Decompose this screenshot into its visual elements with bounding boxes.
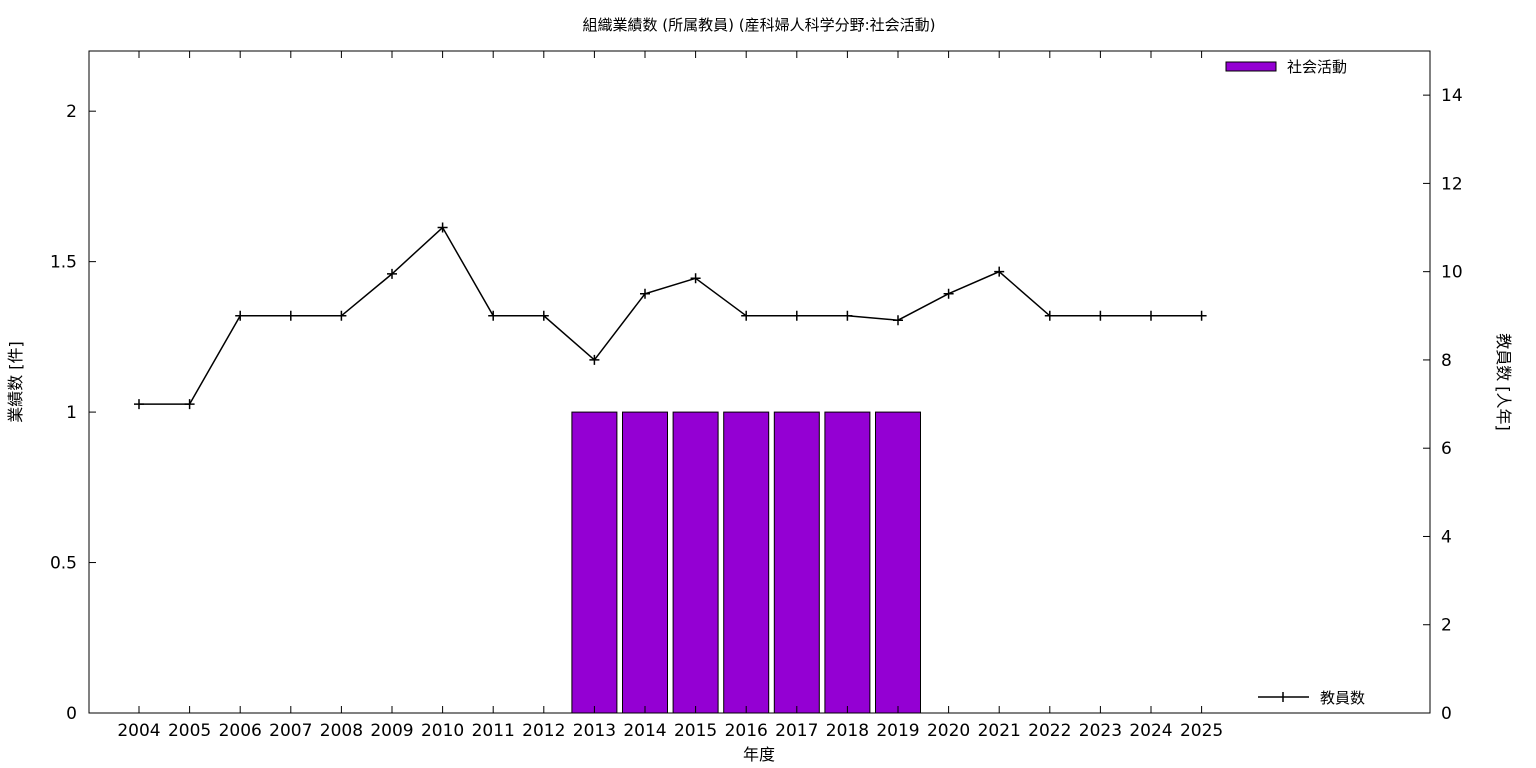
point-2007 (285, 310, 296, 321)
y2-tick-label-3: 6 (1441, 439, 1452, 459)
x-tick-label-2007: 2007 (269, 721, 312, 741)
x-tick-label-2010: 2010 (421, 721, 464, 741)
point-2013 (589, 354, 600, 365)
x-tick-label-2016: 2016 (725, 721, 768, 741)
x-tick-label-2017: 2017 (775, 721, 818, 741)
x-tick-label-2018: 2018 (826, 721, 869, 741)
point-2024 (1146, 310, 1156, 321)
bar-2017 (773, 411, 820, 714)
plot-frame (88, 50, 1431, 714)
point-2019 (893, 315, 903, 326)
x-tick-label-2009: 2009 (370, 721, 413, 741)
bar-2016 (723, 411, 770, 714)
y-tick-label-3: 1.5 (50, 253, 77, 273)
bar-2013 (571, 411, 618, 714)
x-tick-label-2011: 2011 (472, 721, 515, 741)
x-tick-label-2022: 2022 (1028, 721, 1071, 741)
line-teachers (139, 226, 1202, 405)
x-tick-label-2024: 2024 (1129, 721, 1172, 741)
point-2014 (640, 288, 650, 299)
legend-item-line: 教員数 (1258, 689, 1365, 707)
x-tick-label-2012: 2012 (522, 721, 565, 741)
y2-tick-label-2: 4 (1441, 527, 1452, 547)
y2-tick-label-6: 12 (1441, 174, 1463, 194)
point-2022 (1044, 310, 1055, 321)
point-2005 (184, 399, 195, 410)
point-2008 (336, 310, 347, 321)
y-tick-label-0: 0 (66, 704, 77, 724)
x-tick-label-2021: 2021 (978, 721, 1021, 741)
x-axis-label: 年度 (743, 745, 775, 764)
bar-2018 (824, 411, 871, 714)
point-2010 (437, 222, 448, 233)
legend-item-bar: 社会活動 (1225, 58, 1347, 76)
bar-2015 (672, 411, 719, 714)
y-axis-label: 業績数 [件] (6, 341, 25, 423)
y-tick-label-4: 2 (66, 102, 77, 122)
legend-bar-label: 社会活動 (1287, 58, 1347, 76)
point-2011 (488, 310, 499, 321)
y2-tick-label-7: 14 (1441, 86, 1463, 106)
legend-line-label: 教員数 (1320, 689, 1365, 707)
point-2021 (994, 266, 1005, 277)
axes: 2004 2005 2006 2007 2008 2009 2010 2011 2012 2013… (50, 51, 1463, 741)
line-layer (134, 222, 1207, 410)
x-tick-label-2015: 2015 (674, 721, 717, 741)
x-tick-label-2020: 2020 (927, 721, 970, 741)
y-tick-label-2: 1 (66, 403, 77, 423)
point-2017 (791, 310, 802, 321)
bar-2019 (875, 411, 921, 714)
point-2004 (134, 399, 144, 410)
x-tick-label-2005: 2005 (168, 721, 211, 741)
point-2009 (387, 268, 397, 279)
x-tick-label-2023: 2023 (1079, 721, 1122, 741)
x-tick-label-2006: 2006 (219, 721, 262, 741)
point-2025 (1196, 310, 1207, 321)
x-tick-label-2019: 2019 (876, 721, 919, 741)
y2-tick-label-0: 0 (1441, 704, 1452, 724)
legend-bar-swatch (1225, 61, 1277, 72)
x-tick-label-2025: 2025 (1180, 721, 1223, 741)
y2-tick-label-5: 10 (1441, 263, 1463, 283)
point-2012 (538, 310, 549, 321)
bar-layer (571, 411, 921, 714)
point-2023 (1095, 310, 1106, 321)
chart-title: 組織業績数 (所属教員) (産科婦人科学分野:社会活動) (582, 16, 935, 34)
y-tick-label-1: 0.5 (50, 554, 77, 574)
point-2006 (235, 310, 246, 321)
x-tick-label-2014: 2014 (623, 721, 666, 741)
y2-tick-label-4: 8 (1441, 351, 1452, 371)
point-2015 (690, 273, 701, 284)
x-tick-label-2008: 2008 (320, 721, 363, 741)
point-2020 (943, 288, 954, 299)
x-tick-label-2004: 2004 (117, 721, 160, 741)
bar-2014 (622, 411, 668, 714)
y2-tick-label-1: 2 (1441, 616, 1452, 636)
y2-axis-label: 教員数 [人年] (1494, 333, 1513, 431)
point-2018 (842, 310, 853, 321)
x-tick-label-2013: 2013 (573, 721, 616, 741)
point-2016 (741, 310, 752, 321)
